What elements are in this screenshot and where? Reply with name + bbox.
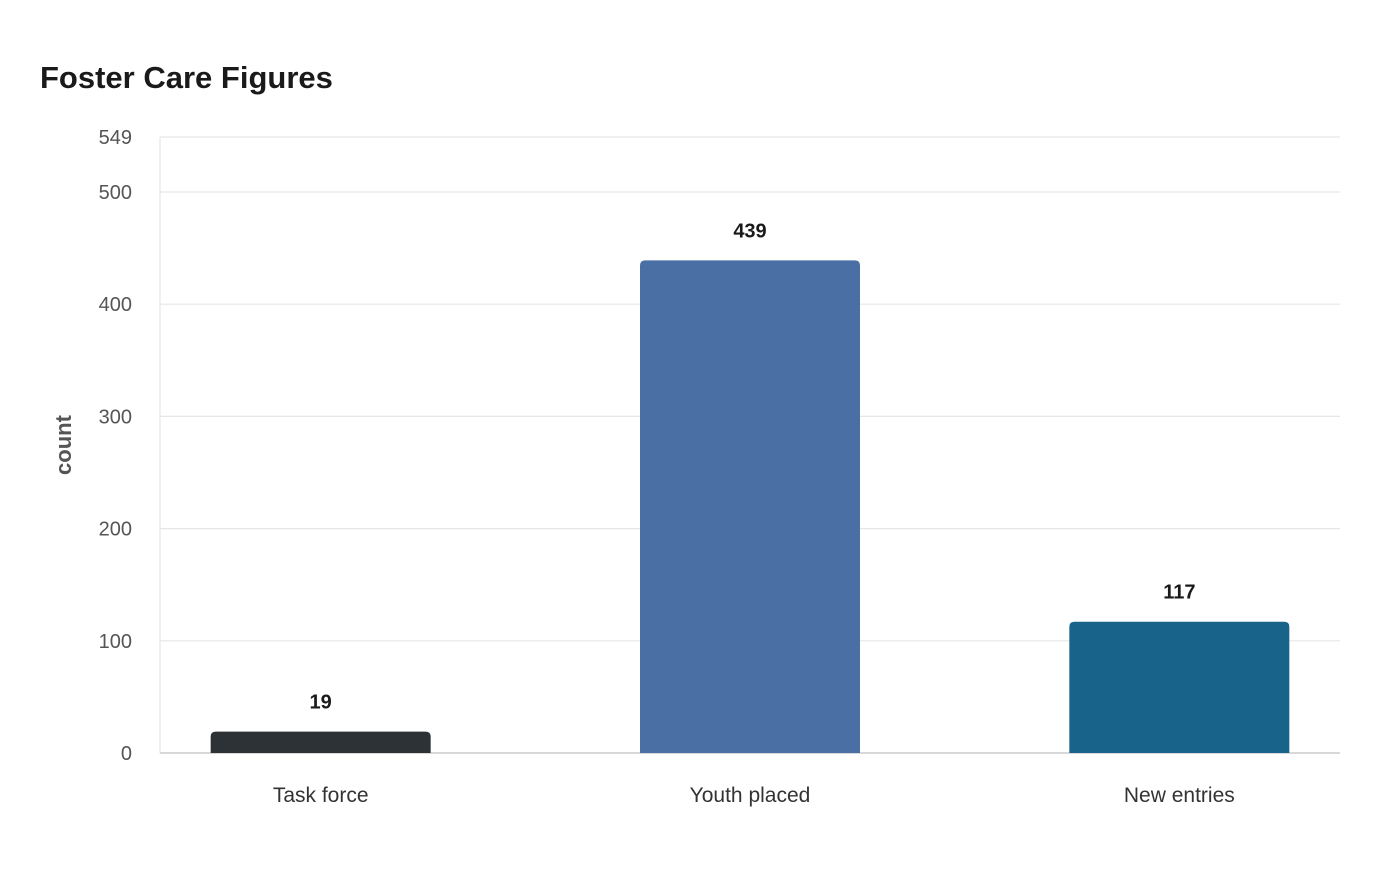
y-tick-label: 500 [99,182,132,204]
x-tick-label: Task force [273,784,369,807]
y-tick-label: 400 [99,294,132,316]
data-label: 117 [1163,582,1195,604]
data-labels: 19 439 117 [310,220,1196,713]
y-tick-label: 0 [121,743,132,765]
data-label: 19 [310,692,332,714]
y-tick-label: 100 [99,631,132,653]
y-tick-labels: 0 100 200 300 400 500 549 [99,127,132,765]
bars [210,260,1290,753]
y-tick-label: 300 [99,406,132,428]
bar-task-force [210,731,431,753]
bar-youth-placed [640,260,860,753]
x-tick-labels: Task force Youth placed New entries [273,784,1235,807]
y-tick-label: 200 [99,519,132,541]
y-axis-title: count [51,414,76,475]
data-label: 439 [733,220,766,242]
x-tick-label: Youth placed [690,784,811,807]
y-tick-label: 549 [99,127,132,149]
bar-new-entries [1069,621,1290,753]
x-tick-label: New entries [1124,784,1235,807]
chart-title: Foster Care Figures [40,60,333,95]
